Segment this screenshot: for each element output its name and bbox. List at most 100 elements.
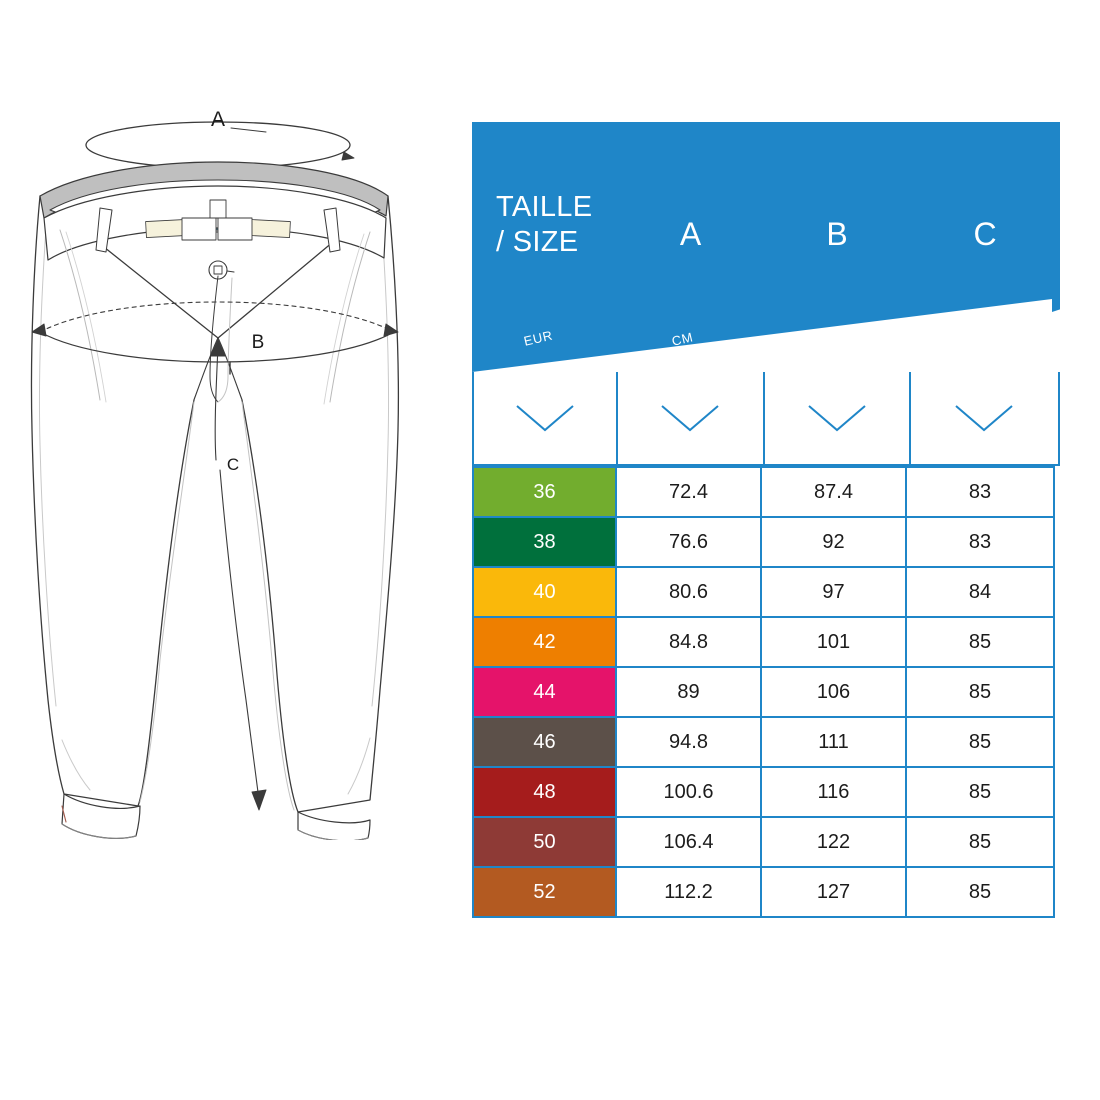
measurement-cell-a: 112.2 bbox=[615, 866, 762, 918]
measurement-value: 97 bbox=[822, 580, 845, 603]
size-value: 44 bbox=[533, 680, 556, 703]
trousers-body bbox=[30, 161, 400, 840]
measurement-cell-b: 116 bbox=[760, 766, 907, 818]
size-swatch-cell[interactable]: 42 bbox=[472, 616, 617, 668]
measure-line-c bbox=[210, 339, 267, 811]
measurement-cell-b: 87.4 bbox=[760, 466, 907, 518]
measurement-cell-b: 97 bbox=[760, 566, 907, 618]
chevron-down-icon bbox=[955, 405, 1014, 432]
measurement-value: 85 bbox=[968, 780, 992, 803]
table-row: 48 100.6 116 85 bbox=[472, 766, 1060, 818]
table-body: 36 72.4 87.4 83 38 76.6 92 83 40 80.6 97 84 42 84.8 10… bbox=[472, 466, 1060, 918]
measurement-value: 84.8 bbox=[669, 630, 708, 653]
measurement-cell-b: 111 bbox=[760, 716, 907, 768]
measurement-cell-c: 85 bbox=[905, 716, 1055, 768]
table-row: 52 112.2 127 85 bbox=[472, 866, 1060, 918]
measurement-cell-a: 84.8 bbox=[615, 616, 762, 668]
size-swatch-cell[interactable]: 38 bbox=[472, 516, 617, 568]
table-header: TAILLE / SIZE A B C EUR CM CM CM bbox=[472, 122, 1060, 372]
size-swatch-cell[interactable]: 40 bbox=[472, 566, 617, 618]
trousers-technical-drawing: A B C bbox=[30, 108, 400, 840]
table-row: 38 76.6 92 83 bbox=[472, 516, 1060, 568]
measurement-value: 85 bbox=[968, 630, 992, 653]
measurement-value: 89 bbox=[677, 680, 700, 703]
chevron-cell-size[interactable] bbox=[472, 372, 619, 466]
chevron-cell-b[interactable] bbox=[762, 372, 911, 466]
measurement-value: 80.6 bbox=[669, 580, 708, 603]
measurement-cell-b: 106 bbox=[760, 666, 907, 718]
size-value: 52 bbox=[533, 880, 556, 903]
measurement-value: 72.4 bbox=[669, 480, 708, 503]
measurement-value: 111 bbox=[818, 730, 849, 753]
measurement-cell-b: 92 bbox=[760, 516, 907, 568]
measurement-cell-a: 89 bbox=[615, 666, 762, 718]
table-row: 44 89 106 85 bbox=[472, 666, 1060, 718]
measurement-cell-c: 85 bbox=[905, 866, 1055, 918]
chevron-down-icon bbox=[661, 405, 720, 432]
measurement-cell-b: 127 bbox=[760, 866, 907, 918]
measurement-value: 85 bbox=[968, 730, 992, 753]
table-row: 42 84.8 101 85 bbox=[472, 616, 1060, 668]
size-swatch-cell[interactable]: 52 bbox=[472, 866, 617, 918]
size-value: 42 bbox=[533, 630, 556, 653]
measurement-cell-a: 94.8 bbox=[615, 716, 762, 768]
column-header-a: A bbox=[679, 216, 702, 252]
measurement-value: 87.4 bbox=[814, 480, 853, 503]
size-swatch-cell[interactable]: 44 bbox=[472, 666, 617, 718]
measurement-cell-c: 83 bbox=[905, 466, 1055, 518]
column-header-b: B bbox=[826, 216, 848, 252]
measurement-value: 106.4 bbox=[663, 830, 714, 853]
size-value: 36 bbox=[533, 480, 556, 503]
measurement-cell-c: 85 bbox=[905, 616, 1055, 668]
measurement-value: 84 bbox=[968, 580, 992, 603]
table-row: 40 80.6 97 84 bbox=[472, 566, 1060, 618]
size-swatch-cell[interactable]: 50 bbox=[472, 816, 617, 868]
measure-label-a: A bbox=[211, 108, 225, 131]
measurement-cell-a: 106.4 bbox=[615, 816, 762, 868]
measurement-value: 85 bbox=[968, 880, 992, 903]
measurement-cell-a: 76.6 bbox=[615, 516, 762, 568]
size-value: 38 bbox=[533, 530, 556, 553]
size-swatch-cell[interactable]: 46 bbox=[472, 716, 617, 768]
measurement-cell-c: 85 bbox=[905, 766, 1055, 818]
size-value: 48 bbox=[533, 780, 556, 803]
measurement-cell-c: 83 bbox=[905, 516, 1055, 568]
column-header-c: C bbox=[973, 216, 997, 252]
size-swatch-cell[interactable]: 48 bbox=[472, 766, 617, 818]
column-chevron-row bbox=[472, 372, 1060, 466]
illustration-panel: A B C bbox=[0, 0, 440, 1100]
header-background-shape bbox=[472, 122, 1060, 372]
measurement-value: 101 bbox=[816, 630, 851, 653]
size-value: 40 bbox=[533, 580, 556, 603]
measurement-value: 112.2 bbox=[664, 880, 713, 903]
measure-ellipse-b bbox=[31, 301, 399, 363]
measurement-cell-b: 101 bbox=[760, 616, 907, 668]
table-row: 46 94.8 111 85 bbox=[472, 716, 1060, 768]
measure-label-c: C bbox=[227, 455, 239, 474]
chevron-down-icon bbox=[516, 405, 574, 432]
measurement-value: 94.8 bbox=[669, 730, 708, 753]
measurement-value: 127 bbox=[816, 880, 851, 903]
table-title: TAILLE / SIZE bbox=[496, 191, 593, 258]
measurement-value: 76.6 bbox=[669, 530, 708, 553]
measurement-cell-a: 100.6 bbox=[615, 766, 762, 818]
measurement-cell-a: 72.4 bbox=[615, 466, 762, 518]
size-swatch-cell[interactable]: 36 bbox=[472, 466, 617, 518]
size-chart-table: TAILLE / SIZE A B C EUR CM CM CM bbox=[472, 122, 1060, 930]
measurement-value: 106 bbox=[816, 680, 851, 703]
measurement-cell-c: 85 bbox=[905, 666, 1055, 718]
measurement-cell-b: 122 bbox=[760, 816, 907, 868]
chevron-cell-c[interactable] bbox=[908, 372, 1060, 466]
measurement-value: 100.6 bbox=[663, 780, 714, 803]
size-value: 50 bbox=[533, 830, 556, 853]
size-value: 46 bbox=[533, 730, 556, 753]
measure-label-b: B bbox=[252, 332, 265, 353]
measurement-value: 83 bbox=[968, 480, 992, 503]
chevron-down-icon bbox=[808, 405, 866, 432]
measurement-cell-c: 85 bbox=[905, 816, 1055, 868]
measurement-value: 85 bbox=[968, 830, 992, 853]
chevron-cell-a[interactable] bbox=[616, 372, 765, 466]
measurement-cell-a: 80.6 bbox=[615, 566, 762, 618]
measurement-value: 85 bbox=[968, 680, 992, 703]
measurement-cell-c: 84 bbox=[905, 566, 1055, 618]
